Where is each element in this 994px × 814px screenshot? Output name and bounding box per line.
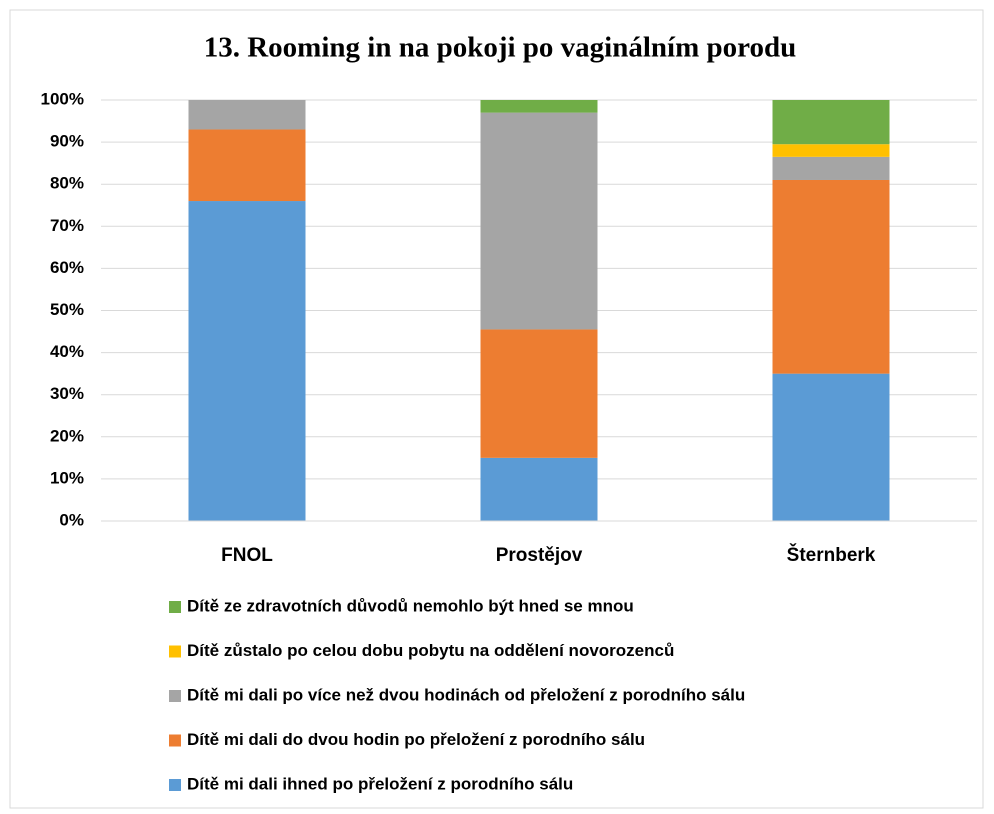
legend-label: Dítě ze zdravotních důvodů nemohlo být h… — [187, 596, 634, 615]
bar-segment — [188, 201, 306, 522]
y-tick-label: 80% — [50, 174, 84, 193]
legend-swatch — [169, 779, 181, 791]
y-tick-label: 50% — [50, 300, 84, 319]
y-tick-label: 40% — [50, 342, 84, 361]
y-tick-label: 0% — [59, 510, 84, 529]
bar-segment — [772, 373, 890, 521]
legend-swatch — [169, 690, 181, 702]
x-tick-label: Šternberk — [787, 544, 876, 566]
y-tick-label: 70% — [50, 216, 84, 235]
bar-segment — [480, 457, 598, 521]
y-tick-label: 100% — [41, 89, 84, 108]
legend-label: Dítě zůstalo po celou dobu pobytu na odd… — [187, 641, 674, 660]
y-tick-label: 30% — [50, 384, 84, 403]
chart-title: 13. Rooming in na pokoji po vaginálním p… — [204, 32, 797, 64]
legend-label: Dítě mi dali do dvou hodin po přeložení … — [187, 730, 645, 749]
bar-segment — [480, 112, 598, 330]
legend-label: Dítě mi dali ihned po přeložení z porodn… — [187, 774, 573, 793]
bar-segment — [480, 329, 598, 458]
bar-segment — [772, 144, 890, 157]
y-tick-label: 10% — [50, 468, 84, 487]
bar-segment — [188, 100, 306, 130]
y-tick-label: 90% — [50, 132, 84, 151]
y-tick-label: 60% — [50, 258, 84, 277]
bar-segment — [480, 100, 598, 113]
legend-swatch — [169, 601, 181, 613]
legend-label: Dítě mi dali po více než dvou hodinách o… — [187, 685, 745, 704]
x-tick-label: FNOL — [221, 545, 273, 566]
legend-swatch — [169, 734, 181, 747]
legend-swatch — [169, 645, 181, 658]
bar-segment — [188, 129, 306, 202]
bar-segment — [772, 156, 890, 180]
y-tick-label: 20% — [50, 426, 84, 445]
bar-segment — [772, 179, 890, 374]
x-tick-label: Prostějov — [496, 545, 583, 566]
bar-segment — [772, 100, 890, 145]
